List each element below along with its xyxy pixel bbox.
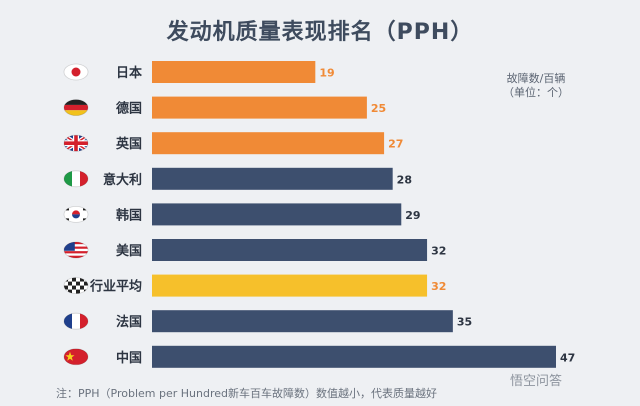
value-label: 29 [405, 209, 420, 222]
bar [152, 167, 393, 190]
unit-note: 故障数/百辆（单位：个） [503, 72, 569, 99]
bar [152, 345, 556, 368]
bar [152, 132, 385, 155]
value-label: 25 [371, 102, 386, 115]
bar [152, 239, 428, 261]
category-label: 德国 [116, 101, 142, 117]
category-label: 韩国 [116, 207, 142, 223]
category-label: 意大利 [103, 172, 142, 188]
value-label: 35 [457, 316, 472, 329]
footnote: 注：PPH（Problem per Hundred新车百车故障数）数值越小，代表… [56, 387, 438, 400]
usa-flag-icon [63, 241, 89, 259]
value-label: 32 [431, 245, 446, 258]
italy-flag-icon [63, 170, 89, 188]
bar [152, 96, 367, 119]
bar [152, 61, 316, 83]
category-label: 日本 [116, 65, 142, 81]
value-label: 32 [431, 280, 446, 293]
bar [152, 310, 453, 333]
china-flag-icon [63, 348, 89, 366]
category-label: 美国 [116, 243, 142, 259]
value-label: 19 [319, 67, 334, 80]
france-flag-icon [63, 312, 89, 330]
germany-flag-icon [63, 99, 89, 116]
category-label: 中国 [116, 350, 142, 366]
value-label: 28 [397, 173, 412, 186]
value-label: 27 [388, 138, 403, 151]
watermark-text: 悟空问答 [510, 374, 563, 389]
korea-flag-icon [63, 205, 89, 223]
checkered-flag-icon [63, 277, 89, 295]
value-label: 47 [560, 351, 575, 364]
bar [152, 274, 428, 297]
japan-flag-icon [63, 63, 89, 81]
chart-title: 发动机质量表现排名（PPH） [166, 20, 474, 45]
category-label: 法国 [116, 314, 142, 330]
uk-flag-icon [63, 134, 89, 152]
category-label: 行业平均 [89, 279, 142, 295]
bar [152, 203, 402, 226]
category-label: 英国 [115, 136, 142, 152]
